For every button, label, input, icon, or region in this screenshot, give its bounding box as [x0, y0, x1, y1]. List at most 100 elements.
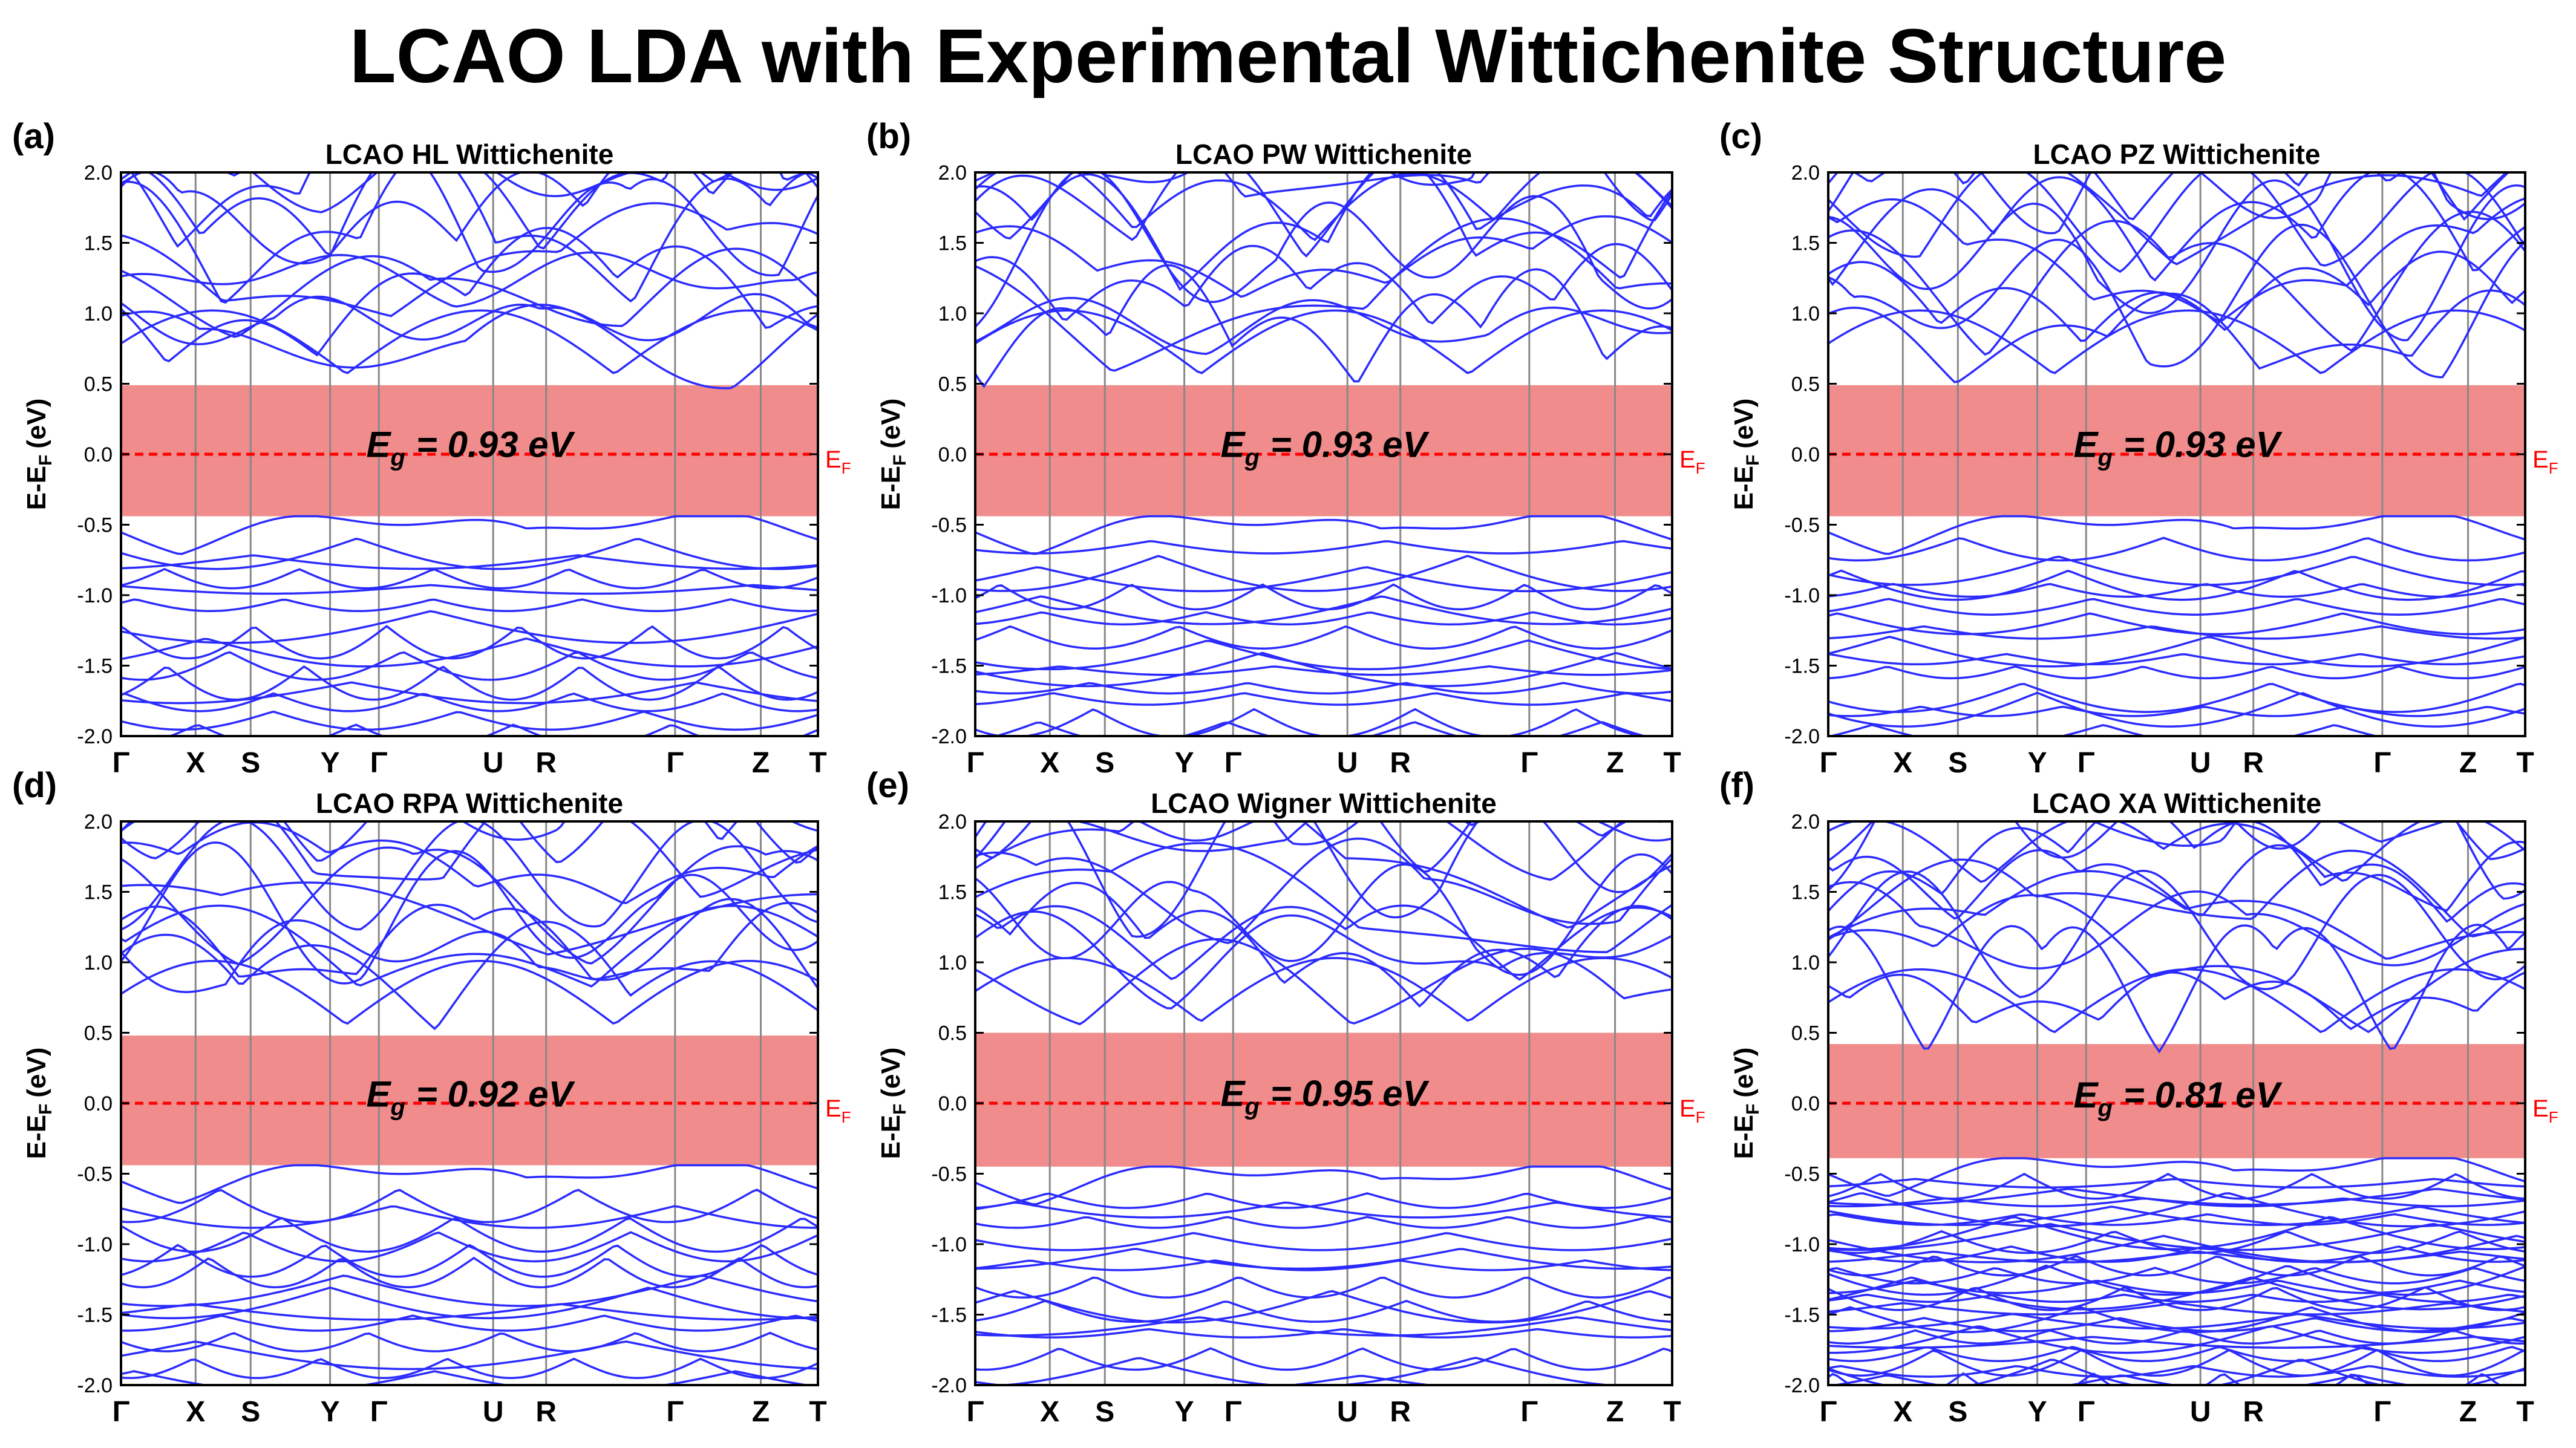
valence-band-line	[121, 1303, 818, 1321]
valence-band-line	[121, 610, 818, 644]
conduction-band-line	[121, 898, 818, 993]
valence-band-line	[975, 1300, 1672, 1323]
y-tick-label: -0.5	[931, 1163, 967, 1186]
x-tick-label: Γ	[370, 747, 388, 779]
y-tick-label: 0.5	[84, 373, 113, 396]
panel-title: LCAO PW Wittichenite	[1175, 139, 1472, 170]
valence-band-line	[121, 1286, 818, 1320]
x-tick-label: R	[535, 1396, 557, 1428]
valence-band-line	[1828, 1250, 2525, 1264]
panel-title: LCAO XA Wittichenite	[2032, 788, 2321, 819]
valence-band-line	[121, 515, 818, 555]
y-tick-label: 0.0	[84, 1092, 113, 1115]
conduction-band-line	[975, 821, 1672, 859]
conduction-band-line	[121, 841, 818, 985]
y-tick-label: 1.5	[1791, 881, 1820, 904]
y-tick-label: -2.0	[1784, 1374, 1820, 1397]
x-tick-label: Z	[2459, 1396, 2477, 1428]
valence-band-line	[121, 1216, 818, 1253]
y-tick-label: 1.0	[1791, 302, 1820, 325]
y-tick-label: 0.5	[1791, 1022, 1820, 1045]
conduction-band-line	[975, 957, 1672, 1022]
panel-label: (a)	[12, 117, 55, 156]
conduction-band-line	[975, 172, 1672, 291]
panel-label: (b)	[866, 117, 911, 156]
y-tick-label: -1.0	[77, 1233, 113, 1256]
valence-band-line	[1828, 1349, 2525, 1377]
x-tick-label: S	[241, 747, 260, 779]
conduction-band-line	[121, 303, 818, 390]
y-tick-label: 0.5	[1791, 373, 1820, 396]
valence-band-line	[975, 1276, 1672, 1299]
fermi-label-sub: F	[842, 1108, 851, 1126]
valence-band-line	[975, 540, 1672, 555]
x-tick-label: U	[483, 747, 504, 779]
gap-annotation-sub: g	[390, 1094, 405, 1121]
valence-band-line	[1828, 682, 2525, 713]
conduction-band-line	[975, 910, 1672, 1009]
y-tick-label: -1.0	[931, 1233, 967, 1256]
conduction-band-line	[130, 172, 818, 250]
y-tick-label: -0.5	[1784, 514, 1820, 537]
conduction-band-line	[121, 251, 818, 308]
conduction-band-line	[121, 959, 818, 1025]
x-tick-label: T	[1663, 1396, 1681, 1428]
conduction-band-line	[975, 309, 1672, 374]
x-tick-label: Γ	[1520, 747, 1538, 779]
conduction-band-line	[2335, 821, 2448, 843]
y-tick-label: 1.0	[938, 302, 967, 325]
conduction-band-line	[1828, 289, 2525, 383]
conduction-band-line	[1828, 841, 2525, 920]
valence-band-line	[121, 1314, 818, 1332]
valence-band-line	[975, 625, 1672, 650]
conduction-band-line	[1074, 821, 1624, 881]
x-tick-label: R	[2243, 747, 2264, 779]
valence-band-line	[975, 665, 1672, 676]
conduction-band-line	[975, 264, 1672, 388]
x-tick-label: Γ	[113, 747, 130, 779]
y-tick-label: -1.0	[77, 584, 113, 607]
fermi-label: EF	[1679, 446, 1705, 477]
x-tick-label: Γ	[113, 1396, 130, 1428]
valence-band-line	[121, 1205, 818, 1229]
fermi-label-sub: F	[2549, 1108, 2558, 1126]
y-tick-label: 0.0	[84, 443, 113, 466]
y-axis-label-sub: F	[1743, 455, 1763, 466]
valence-band-line	[975, 1192, 1672, 1209]
x-tick-label: X	[1893, 1396, 1912, 1428]
x-tick-label: U	[2190, 1396, 2211, 1428]
y-tick-label: -0.5	[1784, 1163, 1820, 1186]
y-tick-label: 0.0	[938, 1092, 967, 1115]
x-tick-label: T	[2516, 1396, 2534, 1428]
valence-band-line	[975, 682, 1672, 695]
conduction-band-line	[975, 243, 1672, 325]
valence-band-line	[1828, 569, 2525, 601]
x-tick-label: T	[809, 1396, 826, 1428]
y-tick-label: 0.5	[938, 373, 967, 396]
y-tick-label: -1.5	[1784, 1304, 1820, 1327]
valence-band-line	[975, 1259, 1672, 1271]
y-tick-label: 1.5	[84, 232, 113, 255]
gap-annotation-value: = 0.93 eV	[416, 425, 576, 465]
valence-band-line	[1828, 691, 2525, 728]
y-axis-label-sub: F	[36, 1104, 56, 1115]
y-tick-label: 2.0	[84, 810, 113, 833]
y-tick-label: 2.0	[1791, 161, 1820, 184]
y-tick-label: 2.0	[938, 810, 967, 833]
valence-band-line	[975, 1166, 1672, 1205]
x-tick-label: X	[1040, 747, 1059, 779]
y-axis-label-unit: (eV)	[876, 399, 906, 449]
valence-band-line	[1828, 625, 2525, 640]
bands-group	[975, 821, 1672, 1385]
y-axis-label: E-EF(eV)	[1729, 399, 1763, 510]
valence-band-line	[1828, 1313, 2525, 1330]
x-tick-label: S	[241, 1396, 260, 1428]
conduction-band-line	[975, 821, 1672, 929]
valence-band-line	[121, 681, 818, 705]
valence-band-line	[975, 611, 1672, 626]
x-tick-label: X	[1040, 1396, 1059, 1428]
conduction-band-line	[121, 172, 818, 277]
